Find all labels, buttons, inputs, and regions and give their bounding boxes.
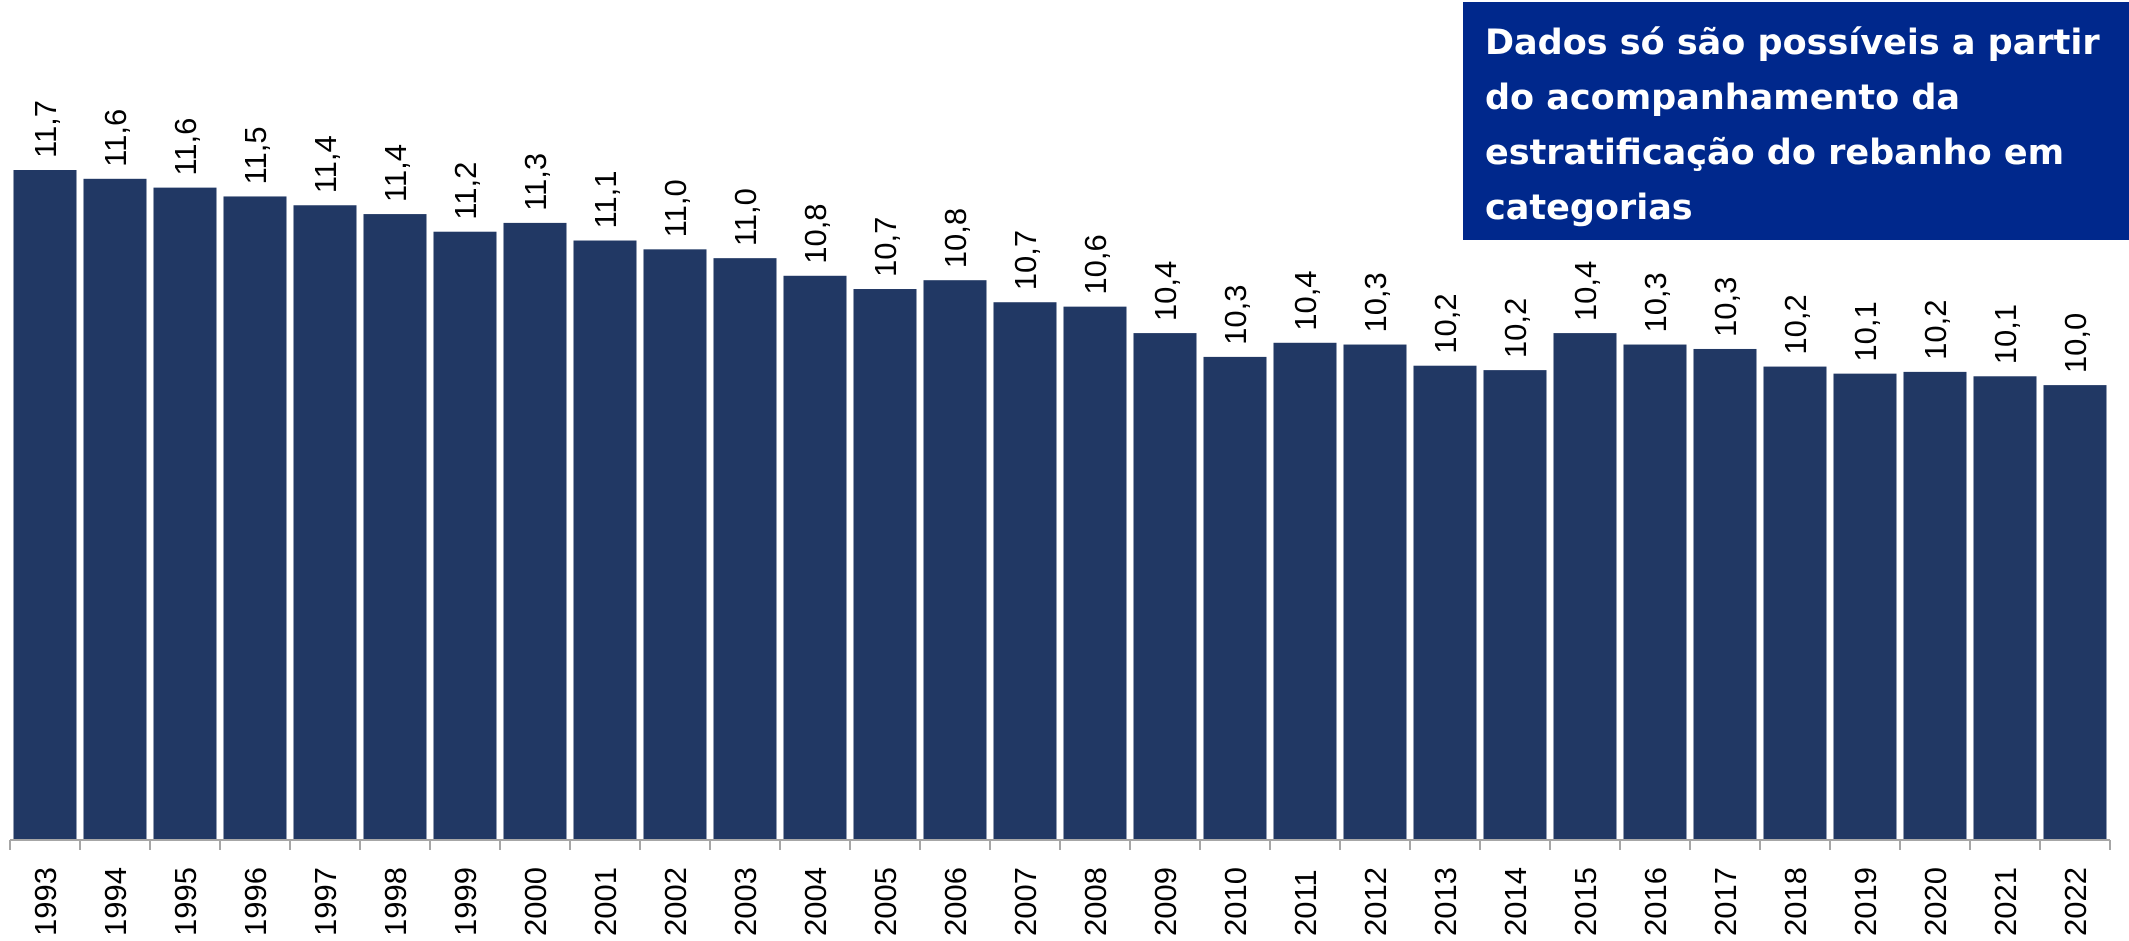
bar-2001: [573, 240, 637, 841]
data-label-1993: 11,7: [28, 100, 63, 158]
x-tick-label-2004: 2004: [798, 867, 833, 936]
bar-1999: [433, 231, 497, 841]
bar-1997: [293, 205, 357, 840]
x-tick-label-2007: 2007: [1008, 867, 1043, 936]
x-tick-label-2020: 2020: [1918, 867, 1953, 936]
x-tick-label-2009: 2009: [1148, 867, 1183, 936]
data-label-2019: 10,1: [1848, 301, 1883, 361]
data-label-2010: 10,3: [1218, 285, 1253, 345]
x-tick-label-2000: 2000: [518, 867, 553, 936]
bar-1995: [153, 187, 217, 840]
data-label-2009: 10,4: [1148, 261, 1183, 321]
data-label-2015: 10,4: [1568, 261, 1603, 321]
bar-2017: [1693, 348, 1757, 840]
x-tick-label-2002: 2002: [658, 867, 693, 936]
bar-2013: [1413, 365, 1477, 840]
bar-1994: [83, 178, 147, 840]
bar-2006: [923, 280, 987, 840]
bar-2015: [1553, 333, 1617, 840]
x-axis-ticks: [9, 840, 2111, 850]
x-tick-label-2013: 2013: [1428, 867, 1463, 936]
x-tick-label-2014: 2014: [1498, 867, 1533, 936]
bar-2009: [1133, 333, 1197, 840]
data-label-2001: 11,1: [588, 170, 623, 228]
bar-2016: [1623, 344, 1687, 840]
x-tick-label-2010: 2010: [1218, 867, 1253, 936]
x-tick-label-2015: 2015: [1568, 867, 1603, 936]
bar-1998: [363, 214, 427, 840]
data-label-2002: 11,0: [658, 179, 693, 237]
x-tick-label-2001: 2001: [588, 867, 623, 936]
bar-2002: [643, 249, 707, 840]
bar-2021: [1973, 376, 2037, 840]
bar-2008: [1063, 306, 1127, 840]
x-tick-label-2019: 2019: [1848, 867, 1883, 936]
x-tick-label-2012: 2012: [1358, 867, 1393, 936]
data-label-2005: 10,7: [868, 217, 903, 277]
bar-1996: [223, 196, 287, 840]
data-label-1994: 11,6: [98, 109, 133, 167]
bar-2000: [503, 222, 567, 841]
data-label-2022: 10,0: [2058, 313, 2093, 373]
data-label-2006: 10,8: [938, 208, 973, 268]
data-label-2017: 10,3: [1708, 277, 1743, 337]
bar-1993: [13, 170, 77, 840]
data-label-1997: 11,4: [308, 135, 343, 193]
x-tick-label-2006: 2006: [938, 867, 973, 936]
x-tick-label-1999: 1999: [448, 867, 483, 936]
data-label-2020: 10,2: [1918, 300, 1953, 360]
annotation-box: Dados só são possíveis a partir do acomp…: [1463, 2, 2129, 240]
x-tick-label-2008: 2008: [1078, 867, 1113, 936]
x-tick-label-2011: 2011: [1288, 869, 1323, 936]
x-tick-label-2003: 2003: [728, 867, 763, 936]
bar-2012: [1343, 344, 1407, 840]
bar-2003: [713, 258, 777, 840]
bar-2004: [783, 275, 847, 841]
annotation-text: Dados só são possíveis a partir do acomp…: [1485, 23, 2100, 228]
x-tick-label-2017: 2017: [1708, 867, 1743, 936]
x-tick-label-1993: 1993: [28, 867, 63, 936]
data-label-2013: 10,2: [1428, 293, 1463, 353]
data-label-1995: 11,6: [168, 118, 203, 176]
bar-2020: [1903, 371, 1967, 840]
bar-2014: [1483, 370, 1547, 840]
x-tick-label-1995: 1995: [168, 867, 203, 936]
data-labels: 11,7 11,6 11,6 11,5 11,4 11,4 11,2 11,3 11,1 11,0…: [28, 100, 2093, 373]
bar-2010: [1203, 356, 1267, 840]
data-label-2004: 10,8: [798, 203, 833, 263]
data-label-2018: 10,2: [1778, 294, 1813, 354]
x-tick-label-1997: 1997: [308, 867, 343, 936]
x-tick-label-2022: 2022: [2058, 867, 2093, 936]
data-label-2016: 10,3: [1638, 272, 1673, 332]
x-tick-label-2018: 2018: [1778, 867, 1813, 936]
data-label-2003: 11,0: [728, 188, 763, 246]
data-label-2008: 10,6: [1078, 234, 1113, 294]
data-label-2011: 10,4: [1288, 270, 1323, 330]
x-tick-label-2021: 2021: [1988, 867, 2023, 936]
bar-2018: [1763, 366, 1827, 840]
x-tick-label-1996: 1996: [238, 867, 273, 936]
bar-2011: [1273, 342, 1337, 840]
x-axis-tick-labels: 1993 1994 1995 1996 1997 1998 1999 2000 2001 2002…: [28, 867, 2093, 936]
data-label-2014: 10,2: [1498, 298, 1533, 358]
bar-2005: [853, 289, 917, 840]
data-label-2007: 10,7: [1008, 230, 1043, 290]
data-label-1996: 11,5: [238, 126, 273, 184]
bar-2022: [2043, 385, 2107, 840]
data-label-1999: 11,2: [448, 162, 483, 220]
data-label-1998: 11,4: [378, 144, 413, 202]
x-tick-label-1998: 1998: [378, 867, 413, 936]
data-label-2012: 10,3: [1358, 272, 1393, 332]
x-tick-label-2016: 2016: [1638, 867, 1673, 936]
data-label-2000: 11,3: [518, 153, 553, 211]
bar-2007: [993, 302, 1057, 841]
x-tick-label-1994: 1994: [98, 867, 133, 936]
bars: [13, 170, 2107, 841]
data-label-2021: 10,1: [1988, 304, 2023, 364]
x-tick-label-2005: 2005: [868, 867, 903, 936]
bar-2019: [1833, 373, 1897, 840]
